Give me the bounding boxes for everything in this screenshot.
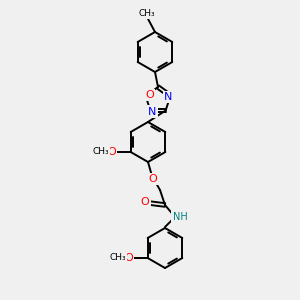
Text: NH: NH	[172, 212, 188, 222]
Text: N: N	[164, 92, 172, 102]
Text: CH₃: CH₃	[110, 254, 126, 262]
Text: N: N	[148, 106, 157, 116]
Text: O: O	[124, 253, 133, 263]
Text: O: O	[148, 174, 158, 184]
Text: O: O	[107, 147, 116, 157]
Text: CH₃: CH₃	[92, 148, 109, 157]
Text: CH₃: CH₃	[139, 8, 155, 17]
Text: O: O	[145, 90, 154, 100]
Text: O: O	[141, 197, 149, 207]
